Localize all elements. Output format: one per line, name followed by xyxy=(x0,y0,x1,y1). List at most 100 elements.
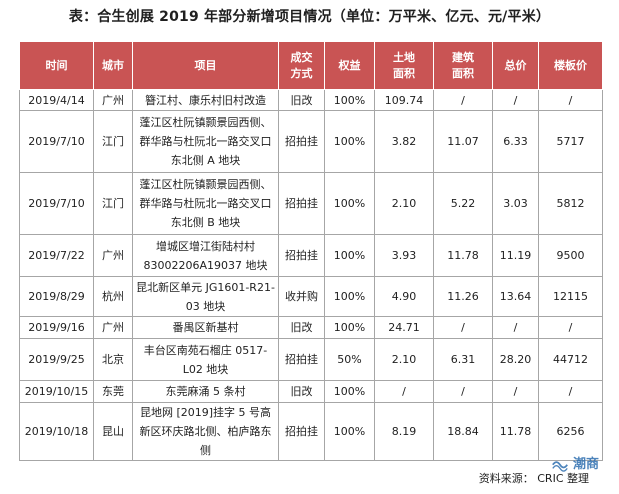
table-header-row: 时间 城市 项目 成交 方式 权益 土地 面积 建筑 面积 总价 楼板价 xyxy=(19,41,603,90)
equity-cell: 50% xyxy=(324,338,375,381)
floor-price-cell: 5812 xyxy=(538,172,603,235)
project-cell: 番禺区新基村 xyxy=(132,316,279,339)
floor-price-cell: / xyxy=(538,316,603,339)
floor-price-cell: / xyxy=(538,89,603,111)
method-cell: 旧改 xyxy=(278,316,325,339)
floor-price-cell: 9500 xyxy=(538,234,603,277)
land-area-cell: 8.19 xyxy=(374,402,434,461)
project-cell: 东莞麻涌 5 条村 xyxy=(132,380,279,403)
project-cell: 簪江村、康乐村旧村改造 xyxy=(132,89,279,111)
project-cell: 增城区增江街陆村村 83002206A19037 地块 xyxy=(132,234,279,277)
total-price-cell: / xyxy=(492,316,539,339)
building-area-cell: 11.07 xyxy=(433,110,493,173)
table-row: 2019/7/10 江门 蓬江区杜阮镇颢景园西侧、群华路与杜阮北一路交叉口东北侧… xyxy=(19,110,603,173)
wave-icon xyxy=(552,460,568,472)
header-cell: 项目 xyxy=(132,41,279,90)
city-cell: 东莞 xyxy=(93,380,133,403)
equity-cell: 100% xyxy=(324,234,375,277)
date-cell: 2019/9/25 xyxy=(19,338,94,381)
city-cell: 广州 xyxy=(93,316,133,339)
total-price-cell: 11.78 xyxy=(492,402,539,461)
floor-price-cell: 5717 xyxy=(538,110,603,173)
method-cell: 旧改 xyxy=(278,89,325,111)
table-row: 2019/10/15 东莞 东莞麻涌 5 条村 旧改 100% / / / / xyxy=(19,380,603,403)
method-cell: 招拍挂 xyxy=(278,172,325,235)
floor-price-cell: / xyxy=(538,380,603,403)
building-area-cell: / xyxy=(433,89,493,111)
watermark-logo: 潮商 xyxy=(551,453,599,472)
land-area-cell: 4.90 xyxy=(374,276,434,317)
total-price-cell: 6.33 xyxy=(492,110,539,173)
project-cell: 昆地网 [2019]挂字 5 号高新区环庆路北侧、柏庐路东侧 xyxy=(132,402,279,461)
building-area-cell: 11.26 xyxy=(433,276,493,317)
equity-cell: 100% xyxy=(324,380,375,403)
land-area-cell: 3.93 xyxy=(374,234,434,277)
city-cell: 江门 xyxy=(93,172,133,235)
equity-cell: 100% xyxy=(324,276,375,317)
total-price-cell: 13.64 xyxy=(492,276,539,317)
date-cell: 2019/10/18 xyxy=(19,402,94,461)
source-note: 资料来源： CRIC 整理 xyxy=(478,472,589,485)
project-cell: 蓬江区杜阮镇颢景园西侧、群华路与杜阮北一路交叉口东北侧 B 地块 xyxy=(132,172,279,235)
header-cell: 时间 xyxy=(19,41,94,90)
total-price-cell: 28.20 xyxy=(492,338,539,381)
project-cell: 蓬江区杜阮镇颢景园西侧、群华路与杜阮北一路交叉口东北侧 A 地块 xyxy=(132,110,279,173)
method-cell: 招拍挂 xyxy=(278,402,325,461)
date-cell: 2019/10/15 xyxy=(19,380,94,403)
header-cell: 总价 xyxy=(492,41,539,90)
header-cell: 成交 方式 xyxy=(278,41,325,90)
project-table: 时间 城市 项目 成交 方式 权益 土地 面积 建筑 面积 总价 楼板价 201… xyxy=(19,41,603,461)
city-cell: 杭州 xyxy=(93,276,133,317)
floor-price-cell: 44712 xyxy=(538,338,603,381)
header-cell: 建筑 面积 xyxy=(433,41,493,90)
project-cell: 昆北新区单元 JG1601-R21-03 地块 xyxy=(132,276,279,317)
floor-price-cell: 12115 xyxy=(538,276,603,317)
project-cell: 丰台区南苑石榴庄 0517-L02 地块 xyxy=(132,338,279,381)
table-row: 2019/4/14 广州 簪江村、康乐村旧村改造 旧改 100% 109.74 … xyxy=(19,89,603,111)
table-row: 2019/9/16 广州 番禺区新基村 旧改 100% 24.71 / / / xyxy=(19,316,603,339)
total-price-cell: / xyxy=(492,380,539,403)
equity-cell: 100% xyxy=(324,110,375,173)
building-area-cell: / xyxy=(433,316,493,339)
equity-cell: 100% xyxy=(324,172,375,235)
table-title: 表：合生创展 2019 年部分新增项目情况（单位：万平米、亿元、元/平米） xyxy=(68,9,551,25)
city-cell: 广州 xyxy=(93,234,133,277)
floor-price-cell: 6256 xyxy=(538,402,603,461)
watermark-text: 潮商 xyxy=(572,457,599,472)
equity-cell: 100% xyxy=(324,402,375,461)
method-cell: 旧改 xyxy=(278,380,325,403)
date-cell: 2019/9/16 xyxy=(19,316,94,339)
city-cell: 广州 xyxy=(93,89,133,111)
city-cell: 北京 xyxy=(93,338,133,381)
header-cell: 城市 xyxy=(93,41,133,90)
date-cell: 2019/7/10 xyxy=(19,172,94,235)
total-price-cell: 3.03 xyxy=(492,172,539,235)
building-area-cell: 18.84 xyxy=(433,402,493,461)
table-row: 2019/9/25 北京 丰台区南苑石榴庄 0517-L02 地块 招拍挂 50… xyxy=(19,338,603,381)
date-cell: 2019/4/14 xyxy=(19,89,94,111)
header-cell: 楼板价 xyxy=(538,41,603,90)
building-area-cell: 11.78 xyxy=(433,234,493,277)
land-area-cell: 3.82 xyxy=(374,110,434,173)
building-area-cell: 6.31 xyxy=(433,338,493,381)
building-area-cell: / xyxy=(433,380,493,403)
project-table-container: 时间 城市 项目 成交 方式 权益 土地 面积 建筑 面积 总价 楼板价 201… xyxy=(19,41,603,461)
table-row: 2019/7/22 广州 增城区增江街陆村村 83002206A19037 地块… xyxy=(19,234,603,277)
header-cell: 权益 xyxy=(324,41,375,90)
table-row: 2019/7/10 江门 蓬江区杜阮镇颢景园西侧、群华路与杜阮北一路交叉口东北侧… xyxy=(19,172,603,235)
land-area-cell: 24.71 xyxy=(374,316,434,339)
land-area-cell: 109.74 xyxy=(374,89,434,111)
header-cell: 土地 面积 xyxy=(374,41,434,90)
equity-cell: 100% xyxy=(324,316,375,339)
date-cell: 2019/7/10 xyxy=(19,110,94,173)
date-cell: 2019/8/29 xyxy=(19,276,94,317)
method-cell: 招拍挂 xyxy=(278,110,325,173)
method-cell: 招拍挂 xyxy=(278,234,325,277)
land-area-cell: / xyxy=(374,380,434,403)
city-cell: 江门 xyxy=(93,110,133,173)
date-cell: 2019/7/22 xyxy=(19,234,94,277)
total-price-cell: 11.19 xyxy=(492,234,539,277)
method-cell: 招拍挂 xyxy=(278,338,325,381)
total-price-cell: / xyxy=(492,89,539,111)
land-area-cell: 2.10 xyxy=(374,338,434,381)
